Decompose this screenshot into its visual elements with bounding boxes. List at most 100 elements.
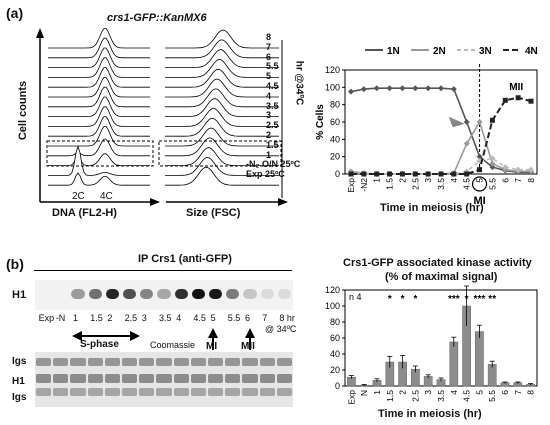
dna-histogram-row xyxy=(48,126,150,147)
timepoint-label: 3 xyxy=(266,110,272,121)
bar xyxy=(449,341,459,387)
y-tick-label: 20 xyxy=(330,152,340,162)
dna-histogram-row xyxy=(48,86,150,108)
coomassie-band xyxy=(156,358,172,366)
bar xyxy=(487,364,497,387)
coomassie-band xyxy=(122,358,138,366)
lane-label: 4 xyxy=(176,313,182,323)
h1-band xyxy=(243,289,257,299)
data-point xyxy=(399,85,406,92)
significance-marker: * xyxy=(465,294,469,305)
size-histogram-row xyxy=(165,127,279,147)
timepoint-label: 8 xyxy=(266,32,272,42)
data-point xyxy=(360,86,367,93)
coomassie-band xyxy=(190,388,206,396)
x-tick-label: N xyxy=(359,390,369,396)
dna-histogram-row xyxy=(48,77,150,98)
x-tick-label: 7 xyxy=(513,390,523,395)
coomassie-band xyxy=(53,358,69,366)
significance-marker: *** xyxy=(448,294,460,305)
dna-axis-label: DNA (FL2-H) xyxy=(52,207,117,219)
data-point xyxy=(450,86,457,93)
coomassie-band xyxy=(70,374,86,383)
x-tick-label: 8 xyxy=(526,178,536,183)
y-tick-label: 80 xyxy=(330,100,340,110)
x-tick-label: 8 xyxy=(526,390,536,395)
bar xyxy=(475,331,484,387)
coomassie-band xyxy=(53,374,69,383)
legend-label: 3N xyxy=(479,46,492,57)
data-point xyxy=(387,171,393,177)
h1-lower-label: H1 xyxy=(12,376,25,387)
coomassie-band xyxy=(122,374,138,383)
lane-label: 2 xyxy=(107,313,113,323)
coomassie-band xyxy=(242,374,258,383)
significance-marker: * xyxy=(401,294,405,305)
n-label: n 4 xyxy=(349,292,362,302)
strain-name: crs1-GFP::KanMX6 xyxy=(107,12,207,24)
y-tick-label: 40 xyxy=(330,134,340,144)
size-axis-label: Size (FSC) xyxy=(186,207,241,219)
data-point xyxy=(502,164,509,171)
dna-histogram-row xyxy=(48,47,150,68)
size-histogram-row xyxy=(165,98,279,117)
temperature-label: @ 34ºC xyxy=(265,324,297,334)
data-point xyxy=(425,171,431,177)
lane-label: 3.5 xyxy=(159,313,172,323)
peak-4c-label: 4C xyxy=(100,191,113,202)
x-tick-label: 3 xyxy=(423,178,433,183)
data-point xyxy=(451,171,457,177)
lane-label: -N xyxy=(55,313,66,323)
size-histogram-row xyxy=(165,137,279,157)
x-tick-label: 3 xyxy=(423,390,433,395)
panel-b-label: (b) xyxy=(6,256,24,272)
data-point xyxy=(386,85,393,92)
flow-cytometry-histograms xyxy=(36,28,288,206)
y-tick-label: 0 xyxy=(335,381,340,391)
size-histogram-row xyxy=(165,156,279,176)
x-tick-label: 3.5 xyxy=(436,178,446,190)
dna-histogram-row xyxy=(48,28,150,49)
dna-histogram-row xyxy=(48,37,150,59)
x-tick-label: 1 xyxy=(372,390,382,395)
coomassie-band xyxy=(87,388,103,396)
coomassie-band xyxy=(276,388,292,396)
y-tick-label: 100 xyxy=(325,301,340,311)
size-histogram-row xyxy=(165,88,279,108)
data-point xyxy=(361,171,367,177)
y-tick-label: 120 xyxy=(325,65,340,75)
mi-circle xyxy=(471,176,488,192)
coomassie-band xyxy=(70,388,86,396)
timepoint-label: 2.5 xyxy=(266,120,279,131)
ip-title: IP Crs1 (anti-GFP) xyxy=(138,253,232,265)
x-tick-label: 5 xyxy=(475,178,485,183)
data-point xyxy=(489,155,496,162)
igs-bottom-label: Igs xyxy=(12,392,27,403)
lane-label: 3 xyxy=(141,313,147,323)
h1-band xyxy=(123,289,137,299)
dashed-box-dna xyxy=(46,140,154,167)
ip-title-underline xyxy=(34,270,292,271)
coomassie-label: Coomassie xyxy=(150,340,196,350)
coomassie-band xyxy=(36,374,52,383)
coomassie-gel xyxy=(35,352,293,407)
time-axis-label: hr @34ºC xyxy=(293,60,305,106)
bar-chart-xlabel: Time in meiosis (hr) xyxy=(378,408,482,420)
data-point xyxy=(412,171,418,177)
lane-label: 5 xyxy=(210,313,216,323)
x-tick-label: 5.5 xyxy=(487,178,497,190)
dna-histograms xyxy=(48,28,150,186)
s-phase-label: S-phase xyxy=(80,339,119,350)
data-point xyxy=(464,171,470,177)
data-point xyxy=(528,166,534,173)
data-point xyxy=(502,97,508,103)
x-tick-label: 2 xyxy=(398,390,408,395)
timepoint-label: 5.5 xyxy=(266,61,279,72)
data-point xyxy=(489,160,496,167)
data-point xyxy=(463,119,470,125)
coomassie-band xyxy=(70,358,86,366)
h1-band xyxy=(174,289,188,299)
timepoint-label: 3.5 xyxy=(266,100,279,111)
nuclei-percentage-chart: 0 20 40 60 80 100 120 % Cells Exp -N2 1 1.5 2 2.5 3 3.5… xyxy=(315,46,538,207)
